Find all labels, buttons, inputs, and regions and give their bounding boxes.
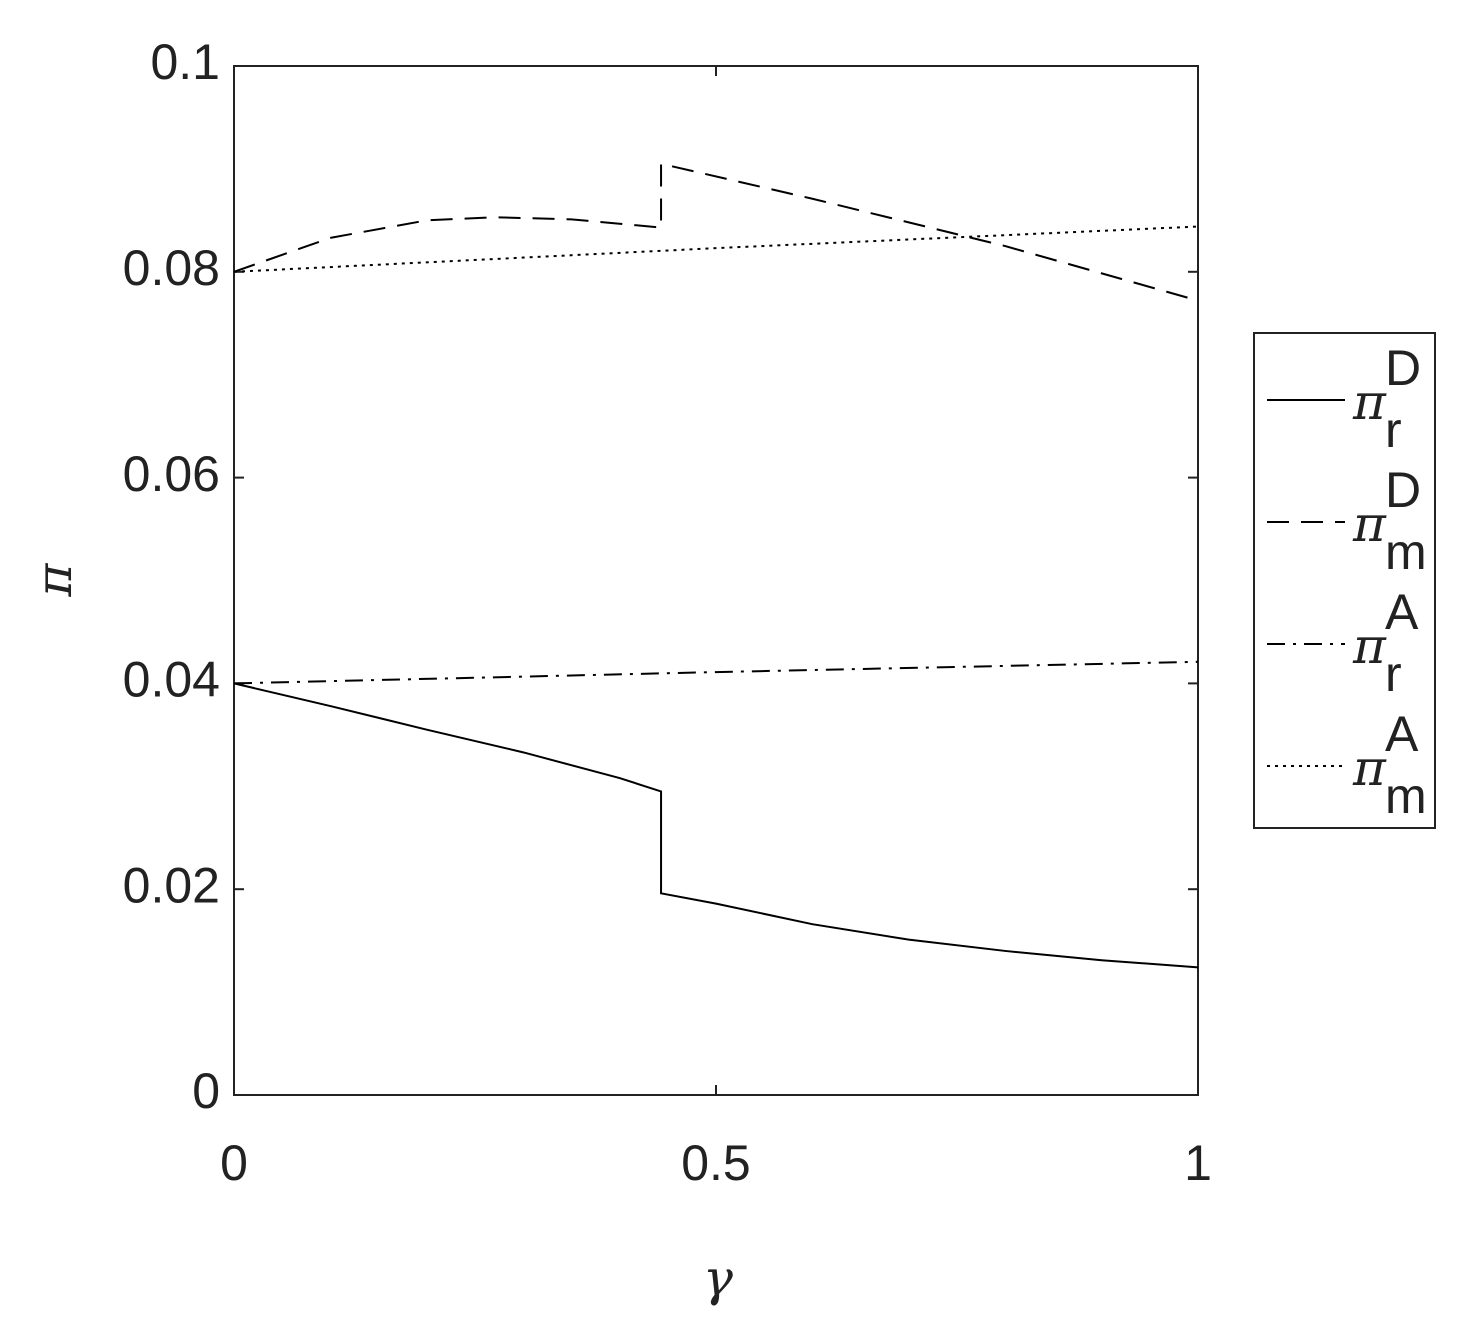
- legend-subscript: m: [1385, 524, 1427, 580]
- y-tick-label: 0: [192, 1063, 220, 1119]
- y-tick-label: 0.04: [123, 652, 220, 708]
- x-tick-label: 0.5: [681, 1135, 751, 1191]
- x-axis-label: γ: [703, 1249, 733, 1307]
- legend-label: π: [1352, 617, 1387, 675]
- x-tick-label: 1: [1184, 1135, 1212, 1191]
- y-tick-label: 0.08: [123, 240, 220, 296]
- x-tick-label: 0: [220, 1135, 248, 1191]
- legend-label: π: [1352, 373, 1387, 431]
- legend-label: π: [1352, 495, 1387, 553]
- y-tick-label: 0.06: [123, 446, 220, 502]
- plot-frame: [233, 65, 1199, 1096]
- legend-subscript: m: [1385, 768, 1427, 824]
- y-tick-label: 0.02: [123, 857, 220, 913]
- legend-subscript: r: [1385, 646, 1402, 702]
- y-axis-label: π: [25, 562, 83, 597]
- legend-label: π: [1352, 739, 1387, 797]
- legend-box: [1253, 332, 1436, 829]
- y-tick-label: 0.1: [150, 34, 220, 90]
- legend-superscript: A: [1385, 706, 1419, 762]
- series-line: [233, 162, 1199, 302]
- legend-superscript: D: [1385, 340, 1421, 396]
- legend-subscript: r: [1385, 402, 1402, 458]
- series-line: [233, 660, 1199, 685]
- legend-superscript: D: [1385, 462, 1421, 518]
- series-line: [233, 682, 1199, 969]
- legend-superscript: A: [1385, 584, 1419, 640]
- series-line: [233, 225, 1199, 273]
